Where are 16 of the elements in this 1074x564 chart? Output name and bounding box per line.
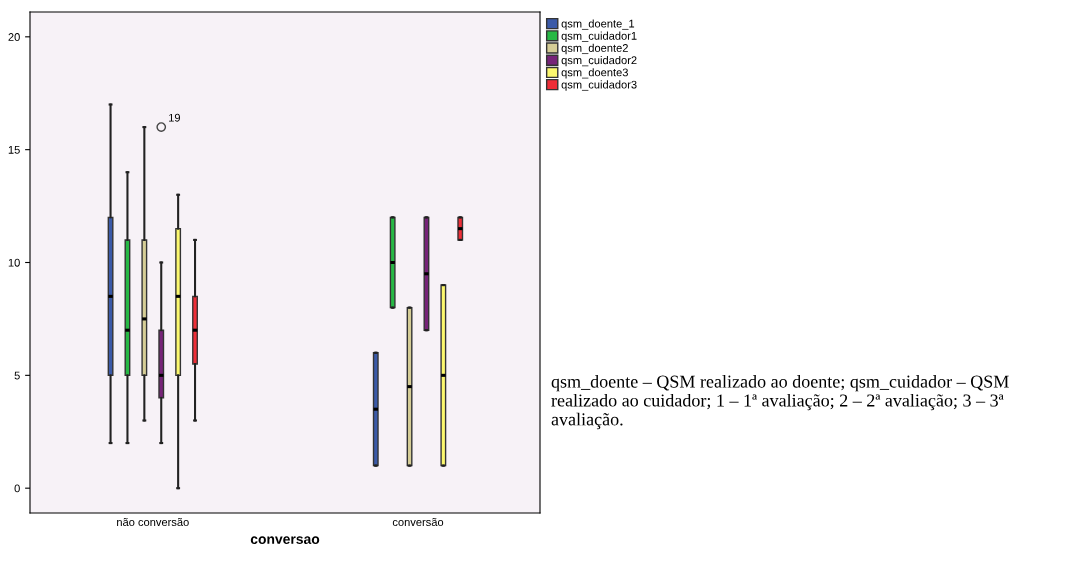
annotation: 19: [169, 113, 181, 122]
legend-label: qsm_doente3: [561, 68, 628, 79]
y-tick-label: 0: [14, 484, 20, 493]
x-tick-label: conversão: [392, 517, 444, 527]
x-tick-label: não conversão: [117, 517, 189, 527]
text: qsm_doente – QSM realizado ao doente; qsm_cuidador – QSM realizado ao cuidador; 1 – 1ª avaliação; 2 – 2ª avaliação; 3 – 3ª avaliação.: [551, 375, 1009, 430]
legend-label: qsm_cuidador2: [561, 55, 637, 67]
y-tick-label: 10: [8, 258, 20, 267]
legend-label: qsm_doente_1: [561, 19, 635, 30]
y-tick-label: 20: [8, 33, 20, 41]
legend-label: qsm_doente2: [561, 43, 628, 55]
legend-label: qsm_cuidador1: [561, 31, 637, 42]
x-axis-title: conversao: [250, 536, 320, 544]
y-tick-label: 15: [8, 146, 20, 154]
y-tick-label: 5: [14, 371, 20, 380]
legend-label: qsm_cuidador3: [561, 80, 637, 91]
